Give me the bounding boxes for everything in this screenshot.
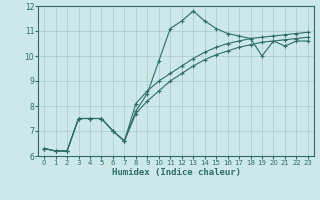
X-axis label: Humidex (Indice chaleur): Humidex (Indice chaleur) xyxy=(111,168,241,177)
